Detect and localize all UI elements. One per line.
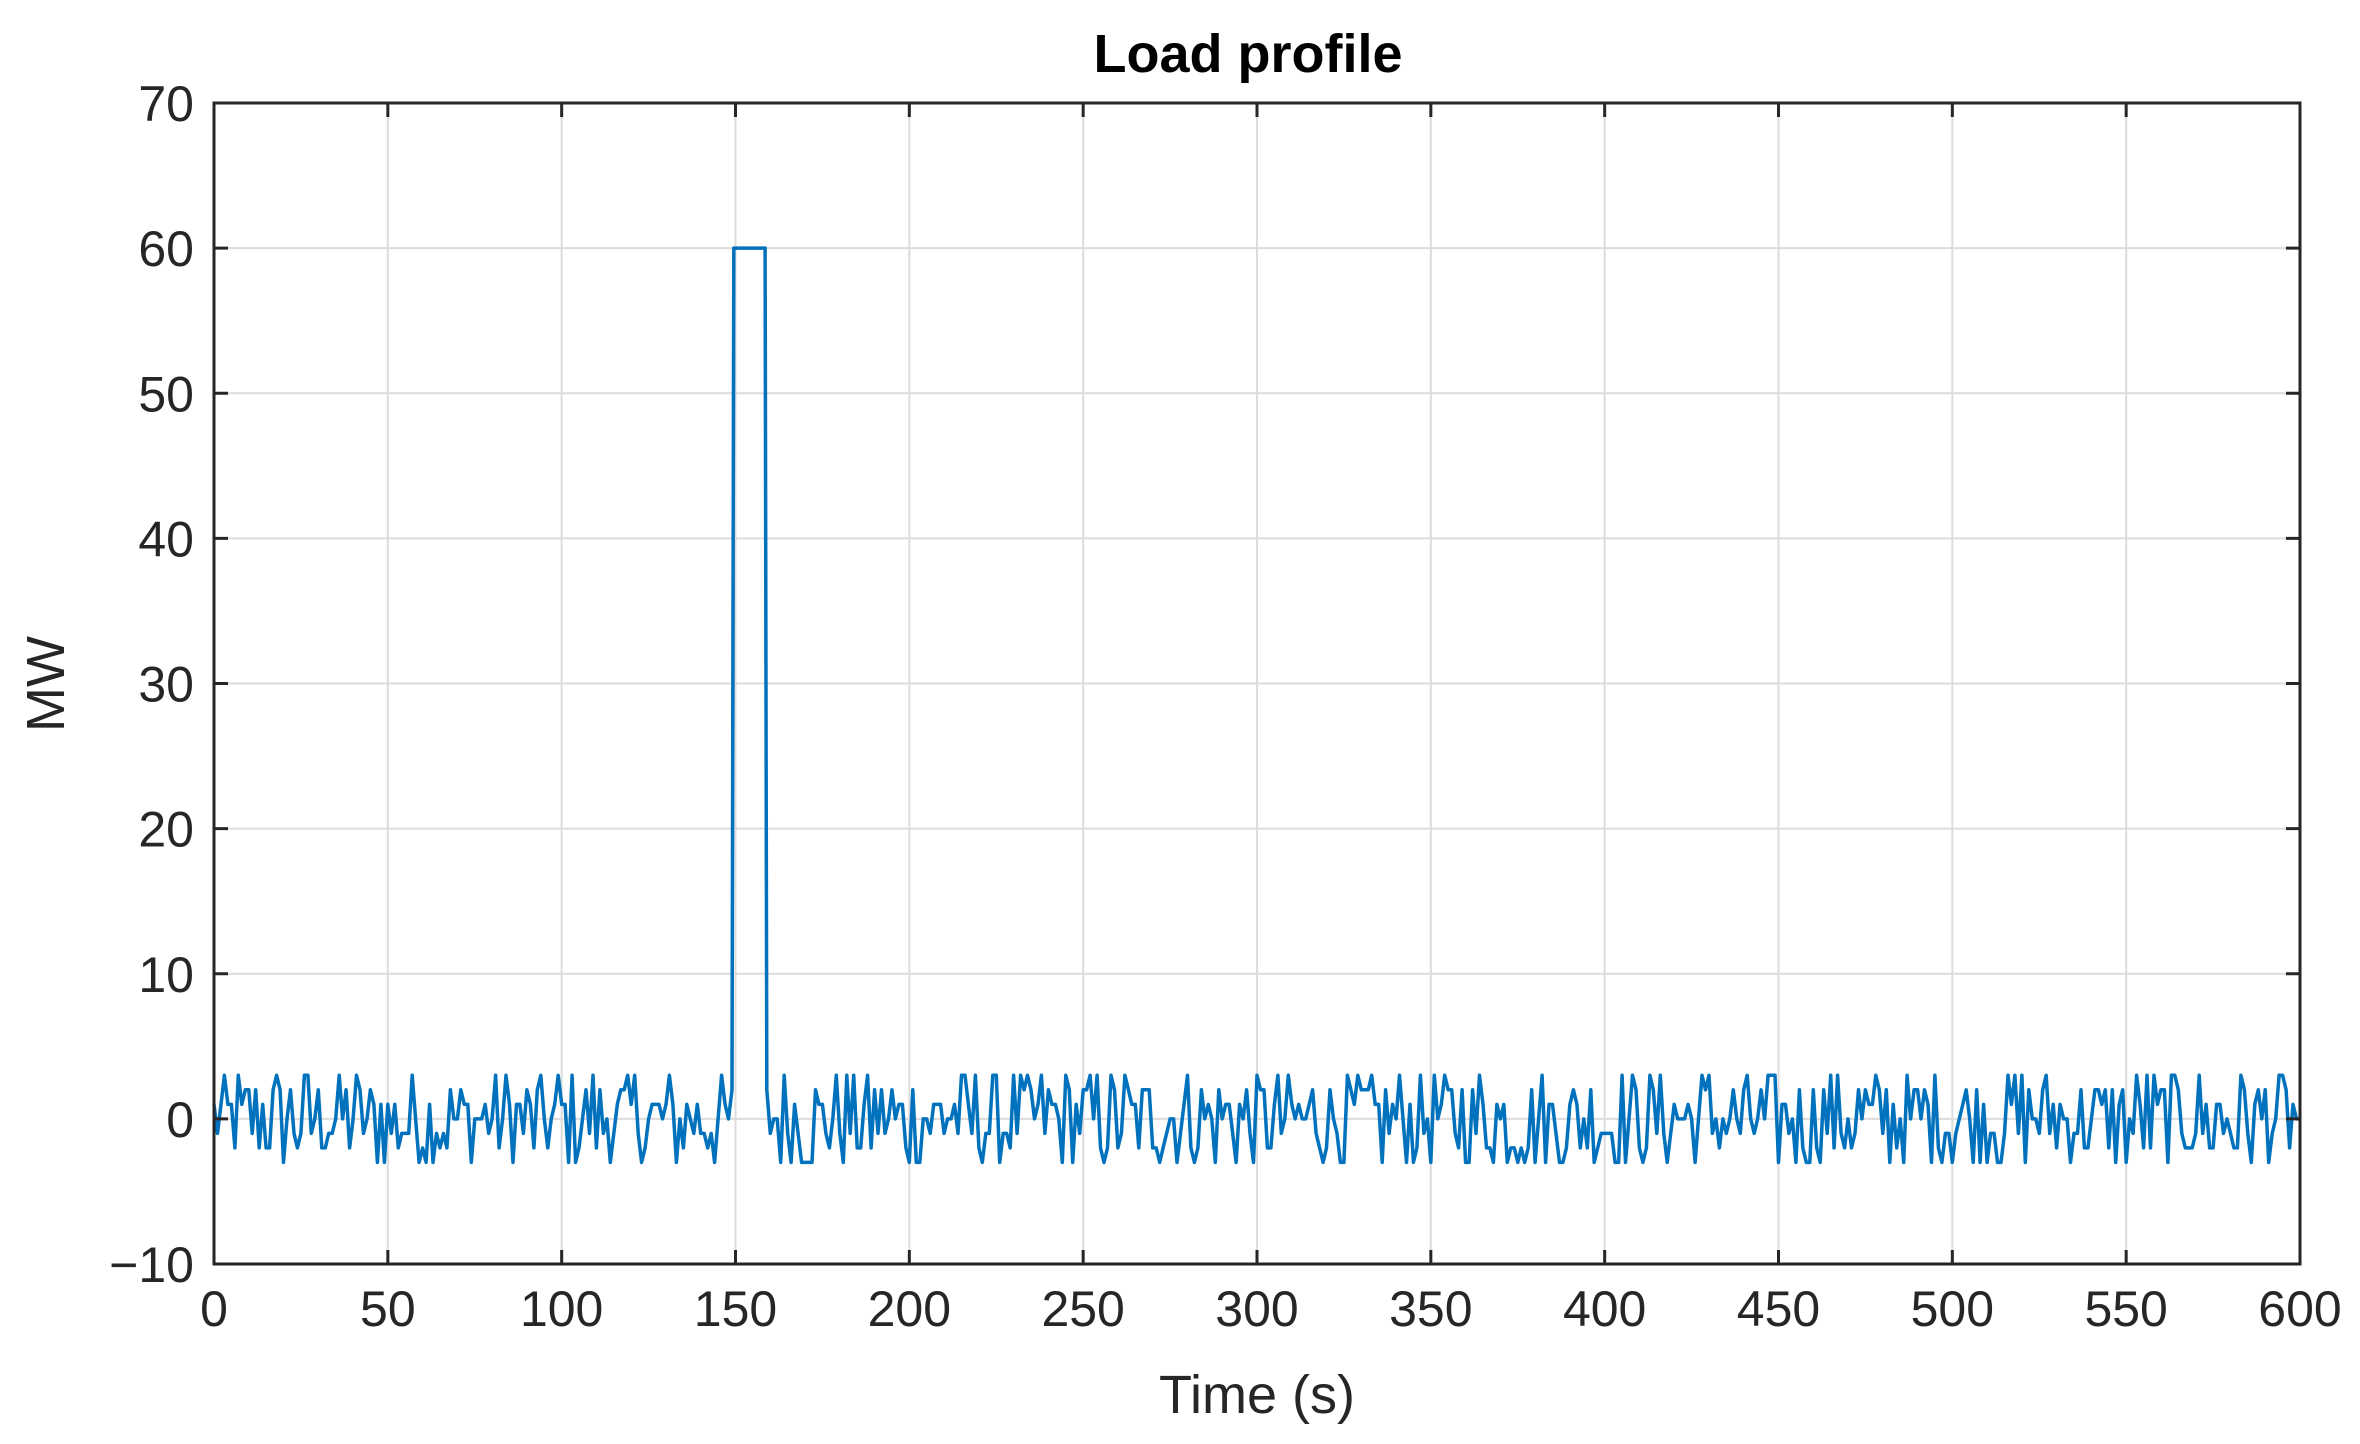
series-line-group bbox=[212, 246, 2300, 1165]
tick-marks bbox=[212, 101, 2302, 1266]
x-tick-label: 500 bbox=[1911, 1281, 1994, 1337]
y-tick-label: 60 bbox=[138, 221, 194, 277]
y-tick-label: 20 bbox=[138, 802, 194, 858]
x-tick-labels: 0 50 100 150 200 250 300 350 400 450 500 550 600 bbox=[200, 1281, 2342, 1337]
x-tick-label: 250 bbox=[1041, 1281, 1124, 1337]
x-tick-label: 350 bbox=[1389, 1281, 1472, 1337]
y-tick-label: −10 bbox=[109, 1237, 194, 1293]
x-tick-label: 550 bbox=[2084, 1281, 2167, 1337]
x-tick-label: 50 bbox=[360, 1281, 416, 1337]
series-line bbox=[212, 246, 2300, 1165]
x-tick-label: 200 bbox=[868, 1281, 951, 1337]
y-tick-label: 40 bbox=[138, 511, 194, 567]
x-tick-label: 0 bbox=[200, 1281, 228, 1337]
y-tick-label: 30 bbox=[138, 657, 194, 713]
x-tick-label: 100 bbox=[520, 1281, 603, 1337]
y-axis-label: MW bbox=[16, 636, 76, 732]
x-tick-label: 300 bbox=[1215, 1281, 1298, 1337]
y-tick-labels: −10 0 10 20 30 40 50 60 70 bbox=[109, 76, 194, 1293]
x-tick-label: 600 bbox=[2258, 1281, 2341, 1337]
x-tick-label: 450 bbox=[1737, 1281, 1820, 1337]
y-tick-label: 10 bbox=[138, 947, 194, 1003]
x-tick-label: 400 bbox=[1563, 1281, 1646, 1337]
x-axis-label: Time (s) bbox=[1159, 1365, 1355, 1425]
y-tick-label: 0 bbox=[166, 1092, 194, 1148]
x-tick-label: 150 bbox=[694, 1281, 777, 1337]
y-tick-label: 50 bbox=[138, 366, 194, 422]
y-tick-label: 70 bbox=[138, 76, 194, 132]
chart-title: Load profile bbox=[1094, 24, 1403, 84]
